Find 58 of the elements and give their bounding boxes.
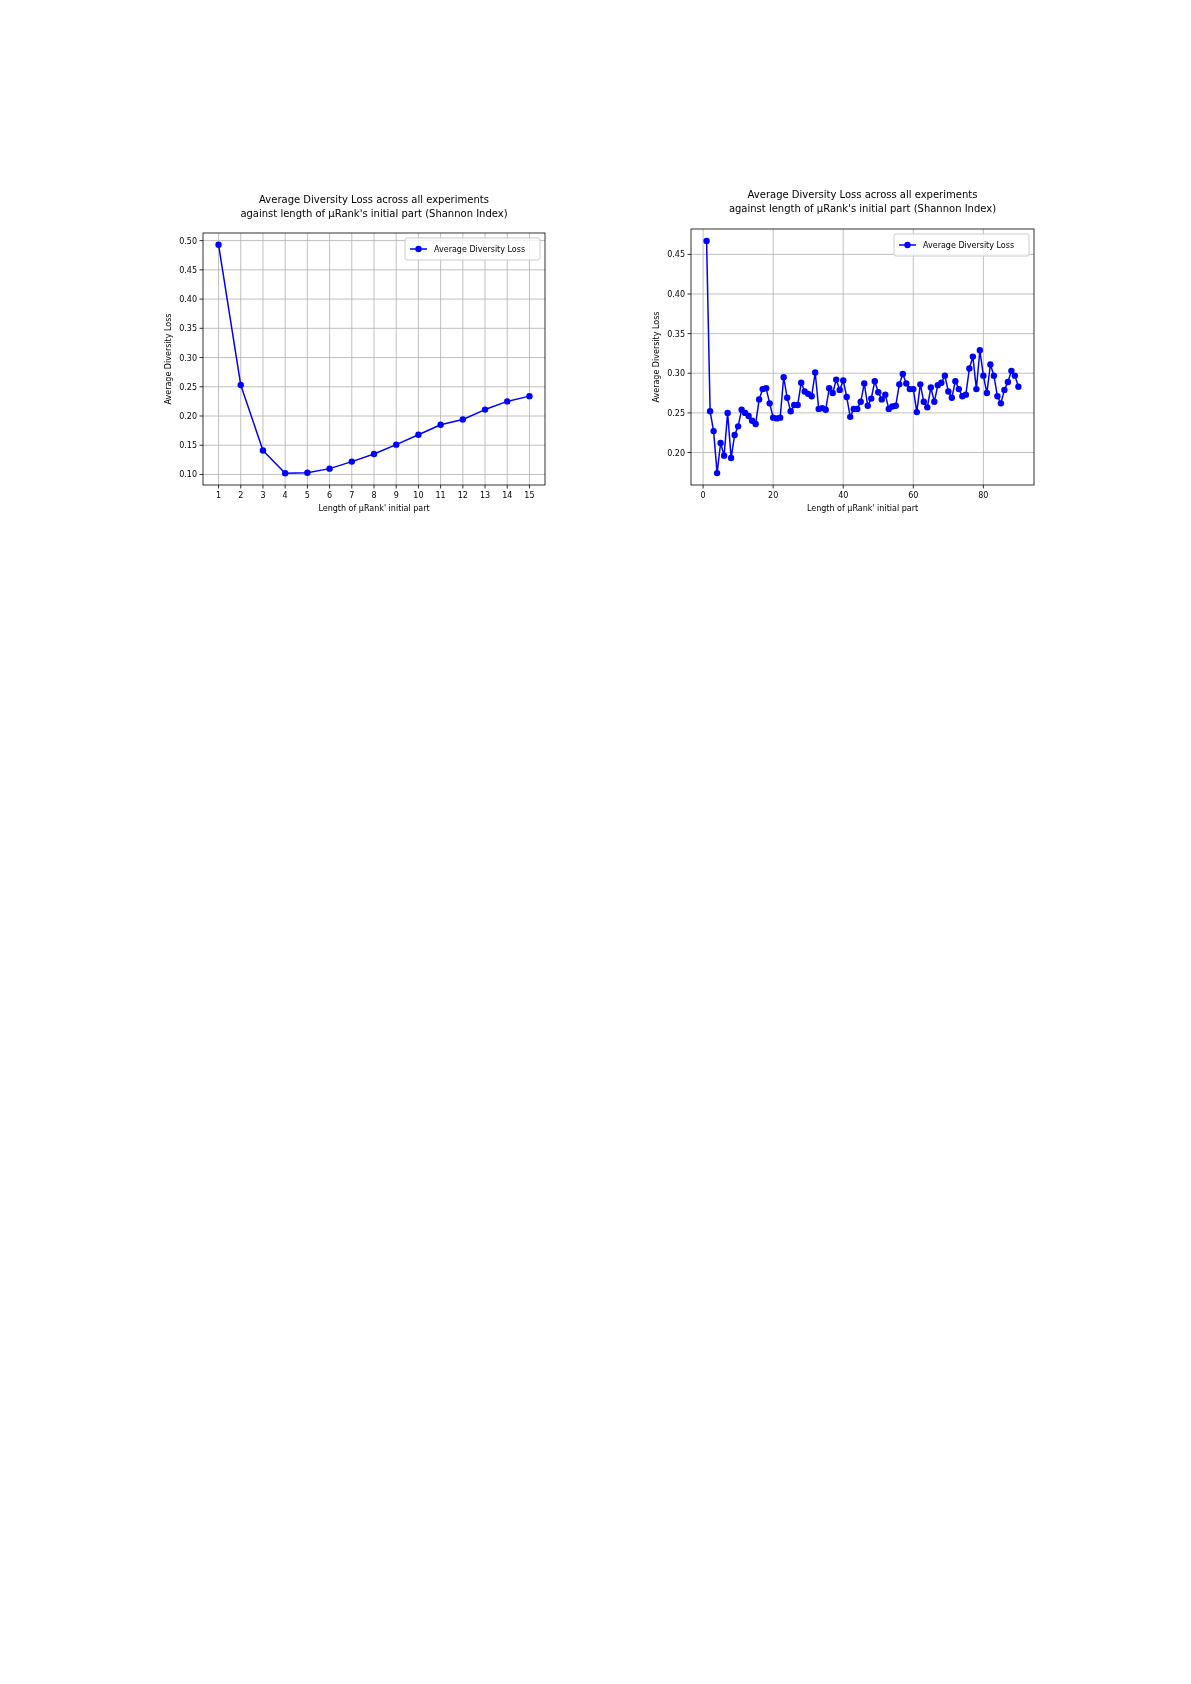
y-tick-label: 0.30 xyxy=(179,353,197,363)
point xyxy=(481,406,489,413)
x-tick-label: 60 xyxy=(908,491,919,500)
point xyxy=(326,465,333,472)
chart-title: Average Diversity Loss across all experiments against length of μRank's initial part (Shannon Index) xyxy=(240,194,508,219)
x-tick-label: 3 xyxy=(260,491,266,500)
x-tick-label: 14 xyxy=(502,491,513,500)
x-tick-label: 1 xyxy=(216,491,222,500)
x-tick-label: 6 xyxy=(327,491,333,500)
point xyxy=(526,392,533,400)
x-tick-label: 12 xyxy=(457,491,468,500)
y-tick-label: 0.45 xyxy=(179,265,197,275)
y-tick-label: 0.35 xyxy=(179,324,197,334)
x-axis-title: Length of μRank' initial part xyxy=(318,504,430,513)
legend-label: Average Diversity Loss xyxy=(923,241,1015,250)
y-axis-title: Average Diversity Loss xyxy=(164,313,173,405)
chart-title: Average Diversity Loss across all experiments against length of μRank's initial part (Shannon Index) xyxy=(728,189,997,214)
point xyxy=(393,441,400,448)
point xyxy=(504,398,511,405)
point xyxy=(304,469,311,476)
y-tick-label: 0.15 xyxy=(179,441,197,451)
y-tick-label: 0.40 xyxy=(179,295,197,305)
x-tick-label: 20 xyxy=(768,491,779,500)
x-tick-label: 8 xyxy=(371,491,377,500)
y-tick-label: 0.40 xyxy=(667,289,685,299)
y-tick-label: 0.30 xyxy=(667,369,685,379)
legend-label: Average Diversity Loss xyxy=(434,245,526,254)
point xyxy=(281,470,289,477)
x-tick-label: 5 xyxy=(304,491,310,500)
point xyxy=(370,450,378,458)
y-axis-title: Average Diversity Loss xyxy=(652,311,661,403)
y-tick-label: 0.20 xyxy=(667,448,685,458)
y-tick-label: 0.25 xyxy=(179,382,197,392)
y-tick-label: 0.35 xyxy=(667,329,685,339)
x-tick-label: 0 xyxy=(700,491,706,500)
point xyxy=(415,431,422,438)
x-tick-label: 40 xyxy=(838,491,849,500)
x-tick-label: 10 xyxy=(413,491,424,500)
x-tick-label: 7 xyxy=(349,491,355,500)
x-tick-label: 4 xyxy=(282,491,288,500)
x-tick-label: 13 xyxy=(479,491,491,500)
point xyxy=(348,458,355,465)
x-tick-label: 11 xyxy=(435,491,446,500)
point xyxy=(215,241,222,248)
x-axis-title: Length of μRank' initial part xyxy=(806,504,919,513)
x-tick-label: 15 xyxy=(524,491,535,500)
y-tick-label: 0.20 xyxy=(179,412,197,422)
point xyxy=(237,381,244,389)
y-tick-label: 0.45 xyxy=(667,250,685,260)
x-tick-label: 80 xyxy=(978,491,989,500)
y-tick-label: 0.25 xyxy=(667,408,685,418)
x-tick-label: 9 xyxy=(393,491,399,500)
y-tick-label: 0.50 xyxy=(179,236,197,246)
y-tick-label: 0.10 xyxy=(179,470,197,480)
point xyxy=(459,416,467,423)
x-tick-label: 2 xyxy=(238,491,244,500)
point xyxy=(437,421,444,428)
point xyxy=(259,447,267,454)
